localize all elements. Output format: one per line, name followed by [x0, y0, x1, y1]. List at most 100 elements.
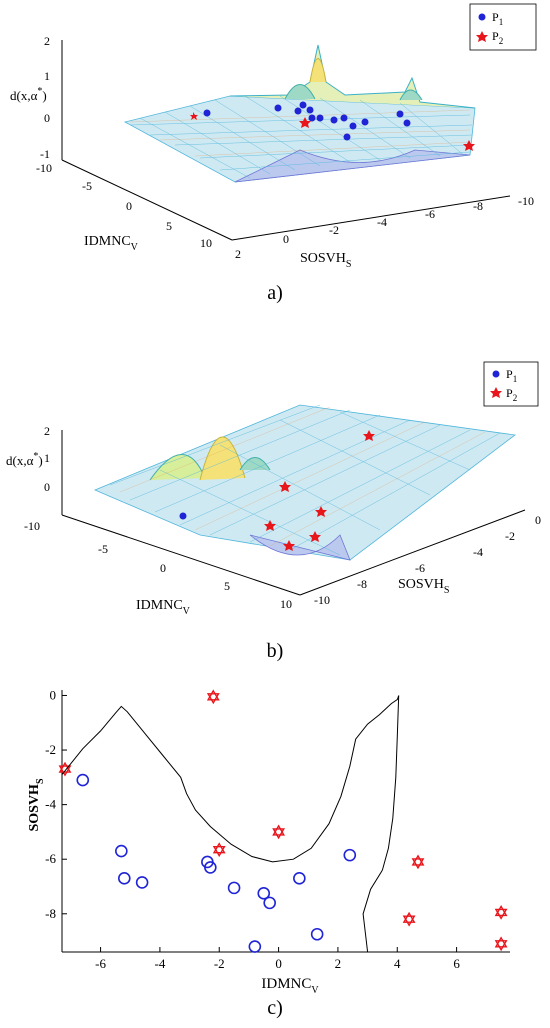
y-tick-label: -8 — [45, 906, 56, 921]
legend-b: P1 P2 — [483, 361, 539, 407]
x-axis-label-b: IDMNCV — [136, 598, 191, 617]
z-tick: 2 — [44, 424, 50, 438]
y-tick-label: -2 — [45, 742, 56, 757]
p2-point — [494, 940, 508, 952]
p2-point — [411, 858, 425, 870]
surface-mesh-b — [93, 404, 517, 561]
y-tick: 2 — [235, 247, 241, 261]
x-tick: 5 — [224, 579, 230, 593]
z-tick-labels-a: 2 1 0 -1 — [40, 34, 50, 161]
p2-point — [206, 689, 220, 701]
x-tick: 0 — [160, 561, 166, 575]
surface-mesh-a — [123, 44, 476, 183]
p1-point — [204, 861, 217, 874]
legend-label-p2: P2 — [492, 29, 503, 46]
x-tick-labels-a: -10 -5 0 5 10 — [36, 161, 212, 250]
y-tick: -8 — [357, 577, 367, 591]
z-tick: 1 — [44, 69, 50, 83]
p2-point — [206, 693, 220, 705]
p2-point — [272, 824, 286, 836]
x-tick: 10 — [200, 236, 212, 250]
y-tick-label: 0 — [50, 687, 57, 702]
p1-point — [76, 773, 90, 787]
decision-boundary-line — [362, 695, 400, 953]
p1-point — [135, 876, 149, 889]
p2-point — [494, 936, 508, 948]
y-tick: -8 — [473, 199, 483, 213]
p2-point — [411, 854, 425, 866]
p1-point — [118, 872, 131, 885]
legend-label-p1: P1 — [506, 367, 517, 384]
x-tick: -5 — [98, 542, 108, 556]
p1-point — [115, 844, 128, 858]
y-axis-label-b: SOSVHS — [398, 577, 449, 596]
z-tick-labels-b: 2 1 0 — [44, 424, 50, 494]
p2-point — [212, 842, 226, 854]
legend-label-p2: P2 — [506, 386, 517, 403]
x-tick: 0 — [126, 199, 132, 213]
caption-b: b) — [266, 640, 284, 662]
markers-a — [190, 101, 475, 151]
y-tick-label: -6 — [45, 851, 56, 866]
legend-marker-p1 — [478, 13, 486, 21]
x-tick: -5 — [82, 179, 92, 193]
panel-a: 2 1 0 -1 -10 -5 0 5 10 2 0 -2 -4 -6 -8 -… — [0, 0, 550, 310]
y-tick: -10 — [314, 593, 330, 607]
z-tick: 0 — [44, 111, 50, 125]
p1-point — [263, 896, 276, 910]
y-tick: -2 — [329, 223, 339, 237]
scatter-plot-c: SOSVHS IDMNCV -6 -4 -2 0 2 4 6 0 -2 -4 -6 -8 — [27, 687, 510, 996]
x-tick-label: -4 — [154, 956, 165, 971]
p2-point — [58, 765, 72, 777]
x-tick-label: 0 — [275, 956, 282, 971]
x-tick-label: 6 — [453, 956, 460, 971]
y-axis-label-a: SOSVHS — [300, 251, 351, 270]
z-axis-label-a: d(x,α*) — [10, 86, 47, 103]
z-tick: -1 — [40, 147, 50, 161]
z-tick: 2 — [44, 34, 50, 48]
y-tick: 0 — [283, 232, 289, 246]
p2-point — [402, 911, 416, 923]
p2-point — [272, 828, 286, 840]
decision-boundary-line — [61, 695, 400, 863]
p2-point — [494, 908, 508, 920]
y-axis-label-c: SOSVHS — [27, 778, 46, 831]
p1-point — [248, 940, 262, 953]
panel-b: 2 1 0 -10 -5 0 5 10 0 -2 -4 -6 -8 -10 d(… — [0, 360, 550, 670]
z-tick: 0 — [44, 480, 50, 494]
y-tick-label: -4 — [45, 797, 56, 812]
y-axis-label-main: SOSVH — [27, 784, 42, 832]
p1-point — [257, 887, 271, 900]
x-tick-label: 2 — [335, 956, 342, 971]
panel-c: SOSVHS IDMNCV -6 -4 -2 0 2 4 6 0 -2 -4 -6 -8 — [0, 680, 550, 1000]
x-tick-label: -2 — [214, 956, 225, 971]
p1-point — [343, 848, 357, 862]
x-tick-label: 4 — [394, 956, 401, 971]
surface-plot-b: 2 1 0 -10 -5 0 5 10 0 -2 -4 -6 -8 -10 d(… — [6, 361, 541, 617]
x-axis-label-c: IDMNCV — [261, 976, 319, 996]
y-tick: -4 — [473, 545, 483, 559]
x-tick: 5 — [166, 219, 172, 233]
p2-point — [494, 905, 508, 917]
legend-a: P1 P2 — [469, 3, 537, 51]
z-tick: 1 — [44, 451, 50, 465]
legend-marker-p2 — [490, 387, 502, 398]
y-tick: -6 — [425, 207, 435, 221]
caption-a: a) — [267, 282, 283, 304]
legend-marker-p1 — [492, 370, 500, 378]
x-tick-labels-b: -10 -5 0 5 10 — [24, 519, 292, 611]
z-axis-label-b: d(x,α*) — [6, 451, 43, 468]
y-tick-labels-b: 0 -2 -4 -6 -8 -10 — [314, 513, 541, 607]
x-axis-label-a: IDMNCV — [84, 234, 139, 253]
y-tick-labels-a: 2 0 -2 -4 -6 -8 -10 — [235, 194, 534, 261]
y-tick: -6 — [415, 561, 425, 575]
p1-point — [293, 872, 306, 885]
surface-plot-a: 2 1 0 -1 -10 -5 0 5 10 2 0 -2 -4 -6 -8 -… — [10, 3, 537, 270]
legend-label-p1: P1 — [492, 10, 503, 27]
x-tick: 10 — [280, 597, 292, 611]
p2-point — [212, 845, 226, 858]
legend-marker-p2 — [476, 31, 488, 42]
p2-point — [402, 915, 416, 927]
y-tick: -10 — [518, 194, 534, 208]
caption-c: c) — [267, 997, 283, 1019]
